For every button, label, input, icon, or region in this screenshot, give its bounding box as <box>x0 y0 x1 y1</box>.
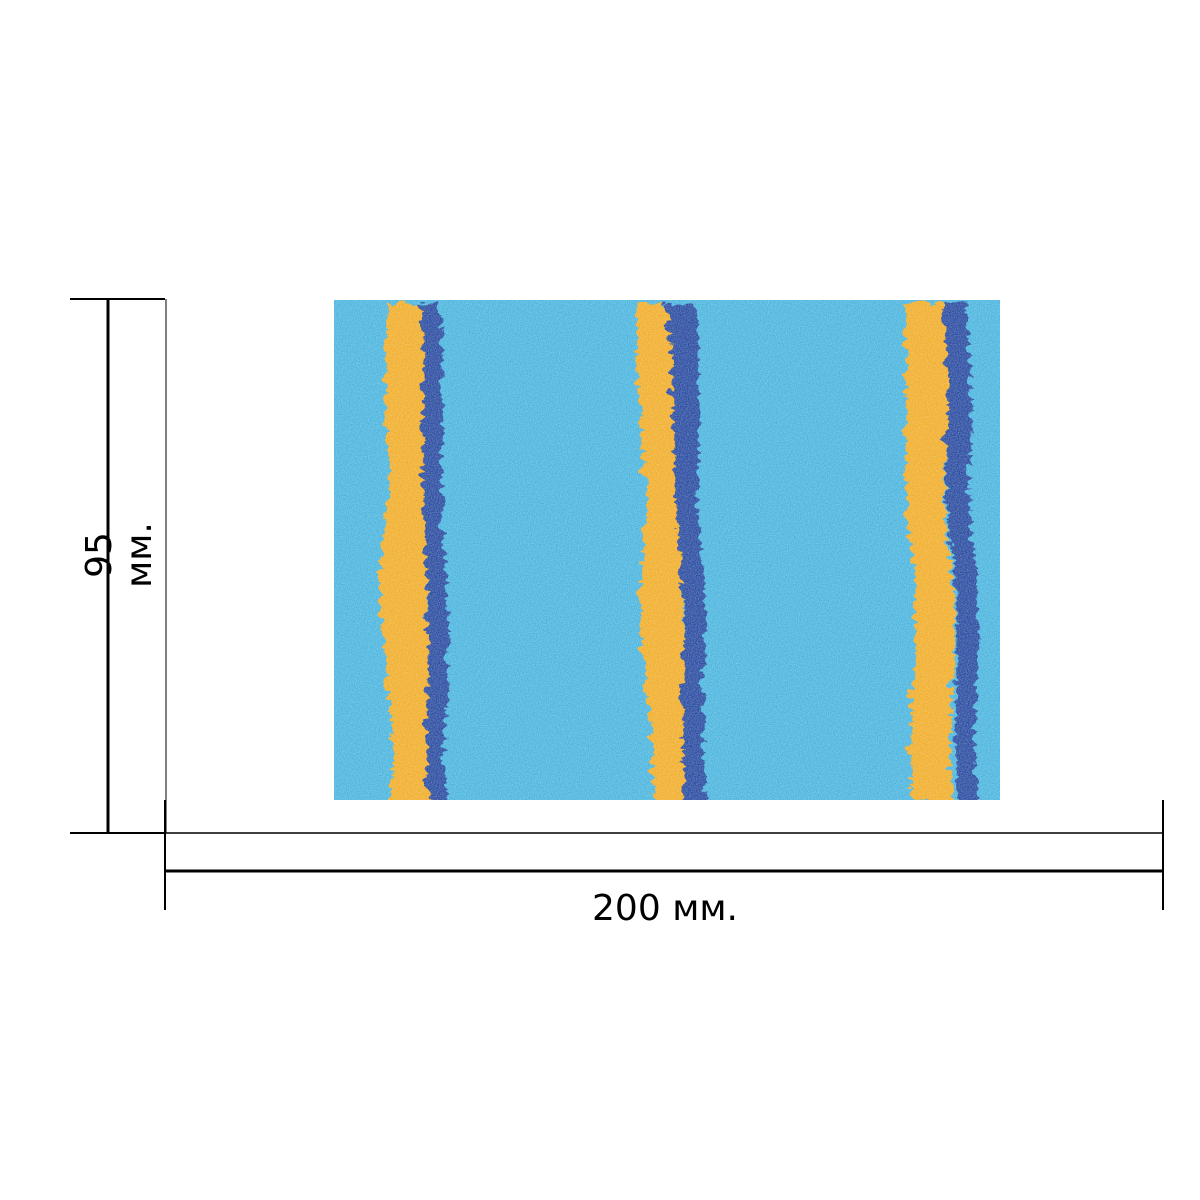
height-label: 95 мм. <box>79 522 160 588</box>
width-label: 200 мм. <box>592 888 738 929</box>
fabric-swatch-image <box>334 300 1000 800</box>
fiber-texture <box>334 300 1000 800</box>
